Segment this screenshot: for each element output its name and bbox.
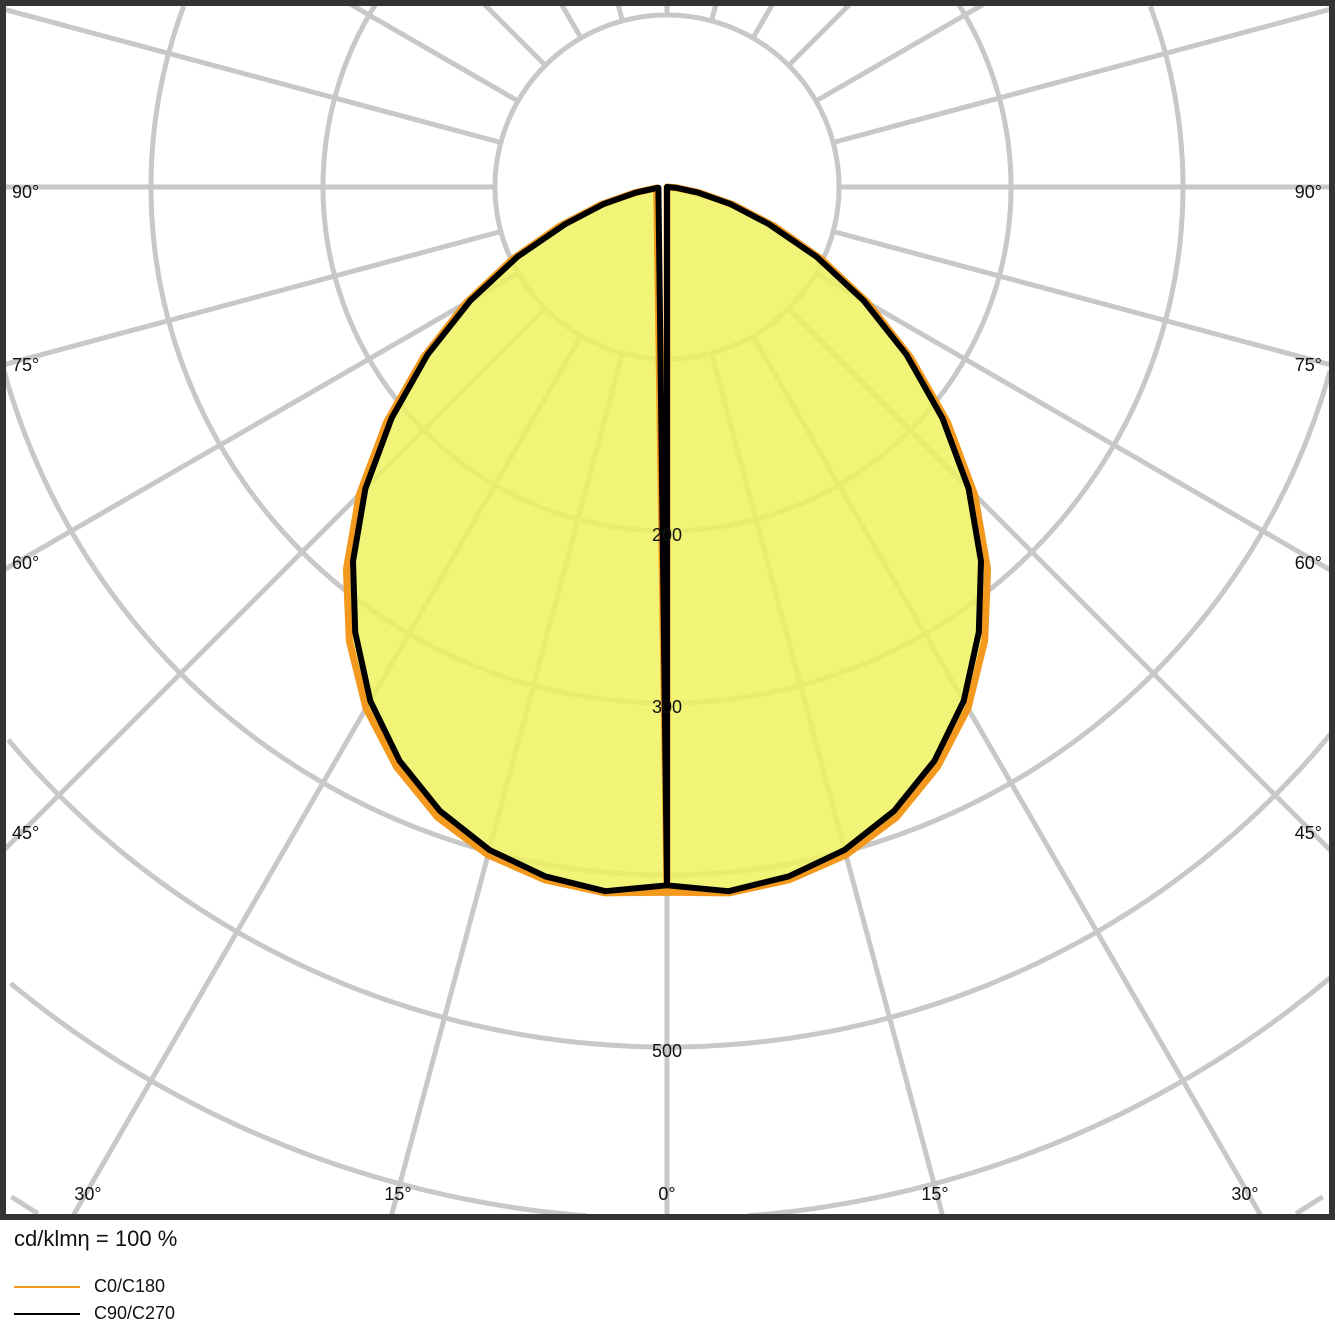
legend-item-c90-c270: C90/C270 [14, 1303, 175, 1324]
radial-gridline [559, 2, 584, 40]
radial-gridline [832, 229, 1332, 368]
legend-item-c0-c180: C0/C180 [14, 1276, 165, 1297]
angle-label-bottom: 0° [658, 1184, 675, 1204]
ring-gridline-700 [9, 1194, 1325, 1216]
radial-gridline [348, 1, 520, 104]
angle-label-left: 90° [12, 182, 39, 202]
legend-swatch [14, 1312, 80, 1315]
radial-gridline [786, 2, 852, 68]
angle-label-left: 45° [12, 823, 39, 843]
radial-gridline [482, 2, 548, 68]
angle-label-bottom: 30° [74, 1184, 101, 1204]
legend-label: C90/C270 [94, 1303, 176, 1323]
polar-chart: 200 300 500 90° 75° 60° 45° 45° 60° 75° 90° 30° 15° 0… [0, 0, 1335, 1222]
radial-gridline [814, 270, 1333, 573]
angle-label-left: 75° [12, 355, 39, 375]
radial-tick-label: 200 [652, 525, 682, 545]
angle-label-right: 60° [1295, 553, 1322, 573]
angle-label-right: 90° [1295, 182, 1322, 202]
radial-gridline [750, 2, 775, 40]
angle-label-right: 45° [1295, 823, 1322, 843]
angle-label-right: 75° [1295, 355, 1322, 375]
ring-gridline-500 [6, 732, 1333, 1050]
radial-tick-label: 500 [652, 1041, 682, 1061]
angle-label-bottom: 30° [1231, 1184, 1258, 1204]
radial-gridline [3, 6, 502, 145]
radial-tick-label: 300 [652, 697, 682, 717]
radial-gridline [3, 229, 502, 368]
radial-gridline [615, 3, 625, 22]
series-c90-c270 [350, 184, 984, 895]
radial-gridline [2, 270, 520, 572]
chart-frame [0, 0, 1335, 1220]
unit-label: cd/klmη = 100 % [14, 1226, 178, 1251]
angle-label-bottom: 15° [921, 1184, 948, 1204]
radial-gridline [832, 6, 1332, 145]
legend-swatch [14, 1285, 80, 1288]
angle-label-left: 60° [12, 553, 39, 573]
legend-label: C0/C180 [94, 1276, 166, 1296]
radial-gridline [709, 3, 719, 22]
radial-gridline [814, 1, 986, 104]
ring-gridline-600 [9, 975, 1332, 1219]
angle-label-bottom: 15° [384, 1184, 411, 1204]
